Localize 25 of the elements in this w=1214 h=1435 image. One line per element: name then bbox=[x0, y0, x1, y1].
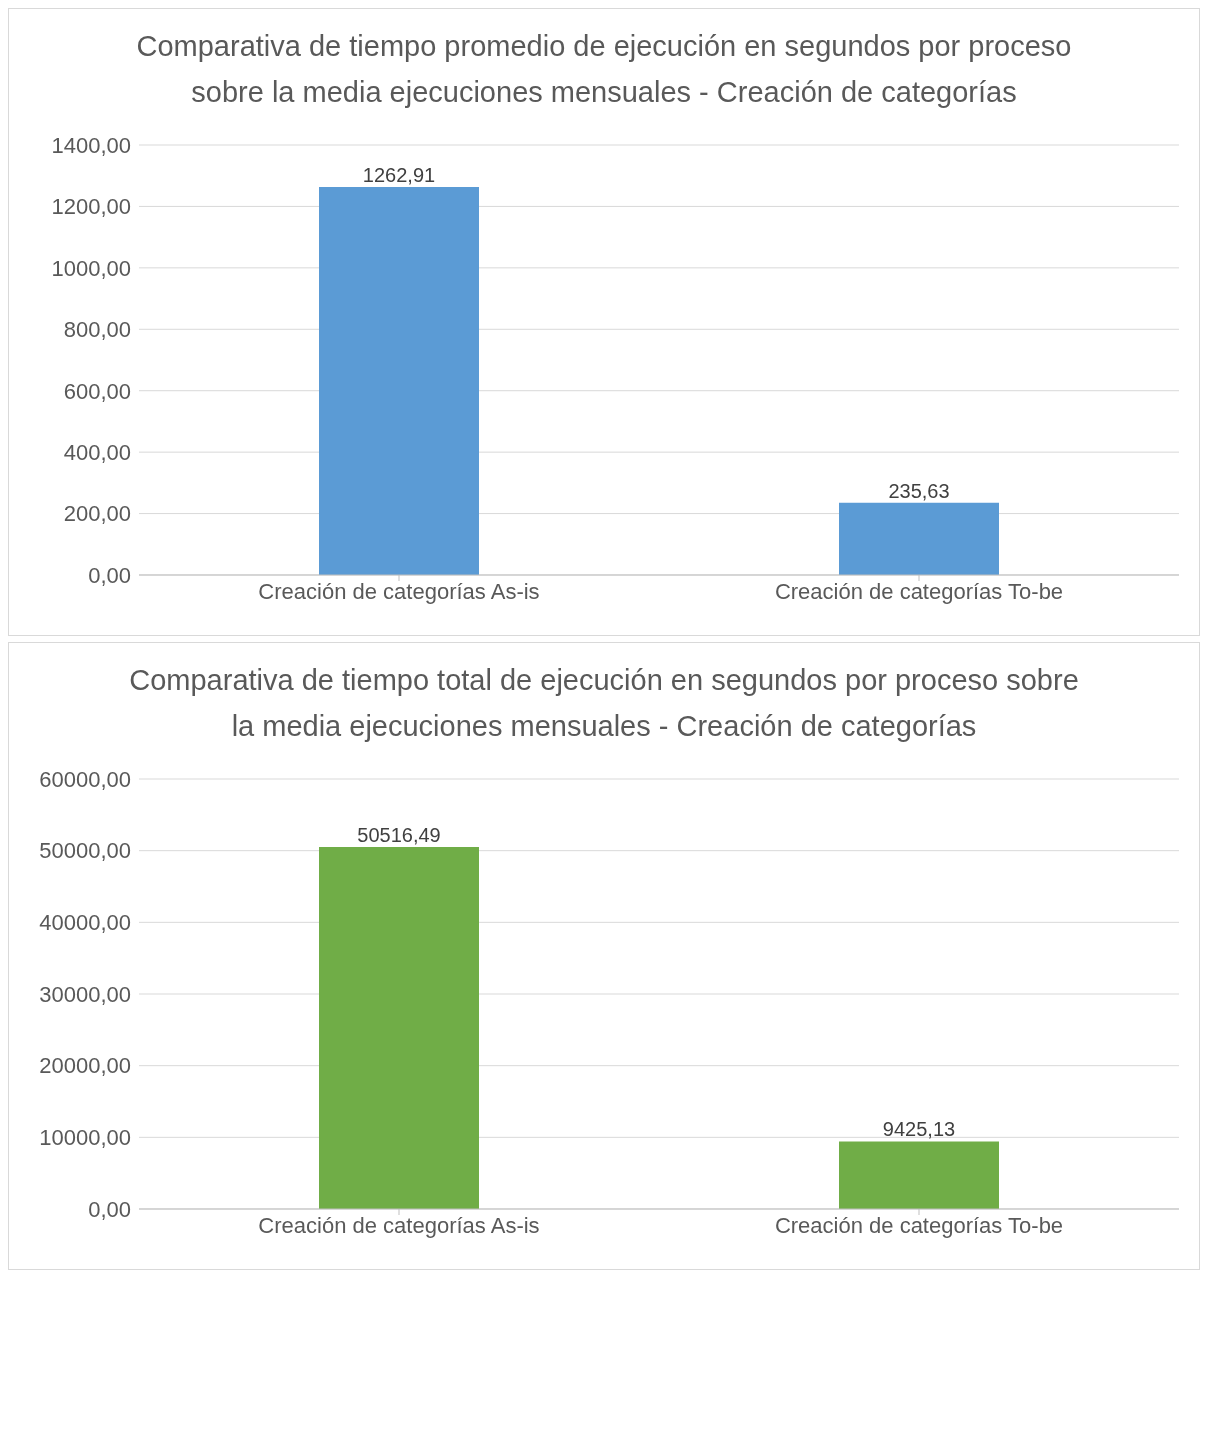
y-tick-label: 400,00 bbox=[63, 439, 131, 465]
y-tick-label: 60000,00 bbox=[39, 766, 131, 792]
y-tick-label: 0,00 bbox=[88, 562, 131, 588]
y-tick-label: 1200,00 bbox=[51, 194, 131, 220]
x-tick-label: Creación de categorías As-is bbox=[258, 1212, 540, 1238]
data-label: 9425,13 bbox=[882, 1118, 956, 1141]
y-tick-label: 1400,00 bbox=[51, 132, 131, 158]
x-tick-label: Creación de categorías To-be bbox=[774, 578, 1064, 604]
x-tick-label: Creación de categorías As-is bbox=[258, 578, 540, 604]
chart-title: Comparativa de tiempo total de ejecución en segundos por proceso sobre la media ejecuciones mensuales - Creación de categorías bbox=[128, 663, 1080, 744]
y-tick-label: 40000,00 bbox=[39, 910, 131, 936]
y-tick-label: 10000,00 bbox=[39, 1125, 131, 1151]
chart-title: Comparativa de tiempo promedio de ejecución en segundos por proceso sobre la media ejecuciones mensuales - Creación de categorías bbox=[135, 29, 1073, 110]
y-tick-label: 50000,00 bbox=[39, 838, 131, 864]
y-tick-label: 0,00 bbox=[88, 1196, 131, 1222]
y-tick-label: 1000,00 bbox=[51, 255, 131, 281]
y-tick-label: 20000,00 bbox=[39, 1053, 131, 1079]
data-label: 1262,91 bbox=[362, 164, 436, 187]
data-label: 50516,49 bbox=[357, 823, 441, 846]
x-tick-label: Creación de categorías To-be bbox=[774, 1212, 1064, 1238]
y-tick-label: 600,00 bbox=[63, 378, 131, 404]
y-tick-label: 800,00 bbox=[63, 317, 131, 343]
y-tick-label: 200,00 bbox=[63, 501, 131, 527]
y-tick-label: 30000,00 bbox=[39, 981, 131, 1007]
data-label: 235,63 bbox=[888, 479, 950, 502]
